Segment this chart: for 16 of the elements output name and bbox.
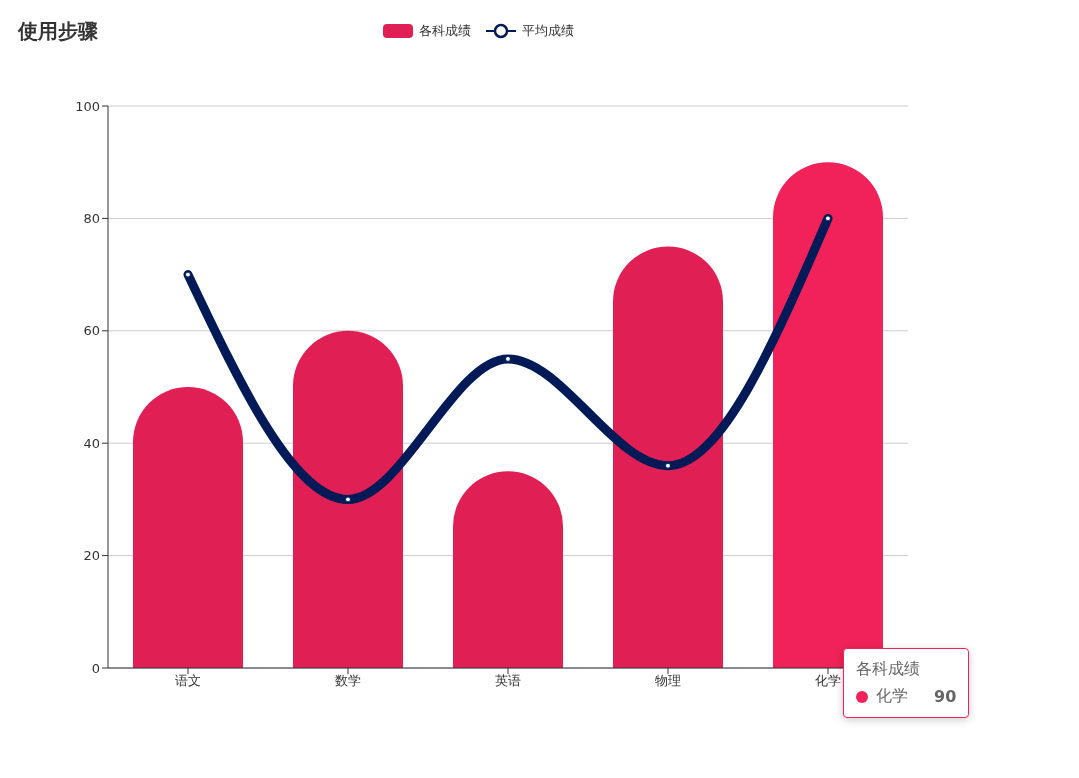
legend-label: 平均成绩	[522, 22, 574, 40]
x-tick-label: 数学	[335, 673, 361, 689]
x-tick-label: 物理	[655, 673, 681, 689]
annotation: 各科成绩	[856, 659, 921, 680]
y-tick-label: 100	[75, 98, 100, 114]
y-tick-label: 0	[91, 660, 100, 676]
tooltip-box: 各科成绩 化学 90	[843, 648, 970, 718]
x-tick-label: 化学	[815, 673, 841, 689]
y-tick-label: 80	[83, 211, 100, 227]
y-tick-label: 40	[83, 435, 100, 451]
y-tick-label: 20	[83, 548, 100, 564]
x-tick-label: 语文	[175, 673, 201, 689]
x-tick-label: 英语	[495, 673, 521, 689]
legend-label: 各科成绩	[419, 22, 471, 40]
chart-title: 使用步骤	[18, 18, 98, 45]
y-tick-label: 60	[83, 323, 100, 339]
